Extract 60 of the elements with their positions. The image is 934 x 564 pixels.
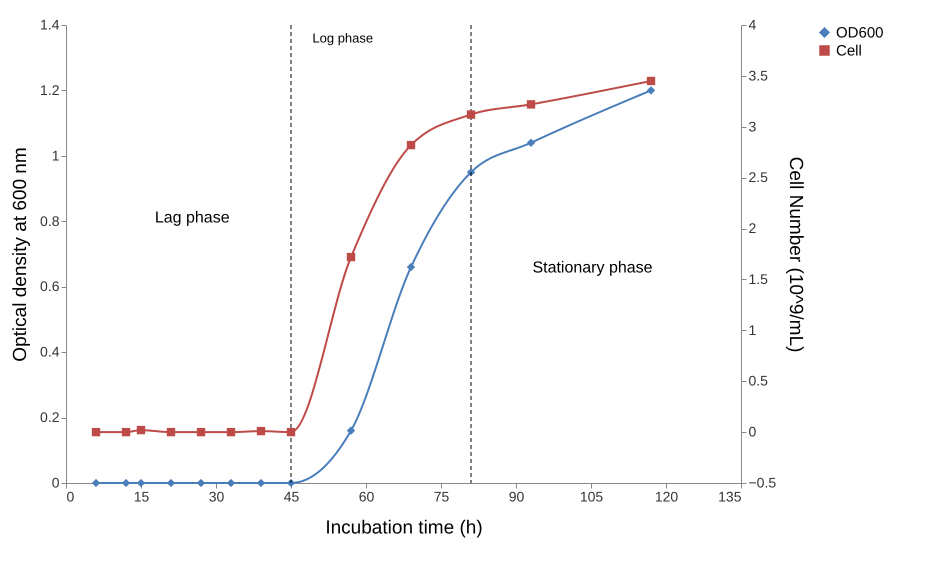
annotation: Lag phase <box>154 209 230 226</box>
x-tick-label: 30 <box>208 488 224 504</box>
x-tick-label: 60 <box>358 488 374 504</box>
y-tick-label: 1 <box>52 147 60 164</box>
point <box>196 428 206 436</box>
x-tick-label: 120 <box>654 488 678 504</box>
x-tick-label: 0 <box>66 488 74 504</box>
y2-tick-label: 1 <box>748 322 756 338</box>
point <box>466 110 476 119</box>
x-tick-label: 45 <box>284 488 300 504</box>
y2-tick-label: 1.5 <box>748 270 768 287</box>
legend-label: Cell <box>836 42 862 60</box>
point <box>526 138 536 147</box>
point <box>166 478 176 488</box>
point <box>92 478 100 488</box>
point <box>346 252 356 262</box>
point <box>166 428 176 436</box>
y2-axis-title: Cell Number (10^9/mL) <box>785 156 806 352</box>
point <box>136 478 146 488</box>
y2-tick-label: 2.5 <box>748 169 768 186</box>
point <box>256 426 266 436</box>
point <box>406 262 416 272</box>
y-tick-label: 1.2 <box>40 82 60 98</box>
y-axis-title: Optical density at 600 nm <box>10 147 32 362</box>
y-tick-label: 0.4 <box>40 344 60 360</box>
y2-tick-label: 3 <box>748 118 756 134</box>
point <box>122 428 130 436</box>
annotation: Stationary phase <box>532 260 653 277</box>
x-tick-label: 90 <box>508 488 524 504</box>
x-tick-label: 15 <box>134 488 150 504</box>
point <box>646 86 656 95</box>
y2-tick-label: 0.5 <box>748 372 768 389</box>
point <box>646 76 656 86</box>
x-axis-title: Incubation time (h) <box>325 518 483 538</box>
point <box>136 426 146 434</box>
y-tick-label: 0.8 <box>40 212 60 229</box>
point <box>256 478 266 488</box>
y-tick-label: 1.4 <box>40 16 60 32</box>
point <box>406 140 416 150</box>
y2-tick-label: 4 <box>748 16 756 32</box>
point <box>346 426 356 435</box>
point <box>122 478 130 488</box>
y2-tick-label: −0.5 <box>748 474 776 490</box>
x-tick-label: 105 <box>580 488 604 504</box>
point <box>286 428 296 436</box>
y2-tick-label: 0 <box>748 424 756 440</box>
x-tick-label: 135 <box>718 488 742 504</box>
y2-tick-label: 3.5 <box>748 67 768 84</box>
point <box>226 478 236 488</box>
point <box>226 428 236 436</box>
point <box>92 428 100 436</box>
annotation: Log phase <box>312 30 374 46</box>
y-tick-label: 0.6 <box>40 278 60 294</box>
legend-label: OD600 <box>836 24 884 42</box>
point <box>196 478 206 488</box>
y-tick-label: 0.2 <box>40 409 60 426</box>
y2-tick-label: 2 <box>748 220 756 236</box>
point <box>526 100 536 109</box>
y-tick-label: 0 <box>52 474 60 490</box>
x-tick-label: 75 <box>434 488 450 504</box>
